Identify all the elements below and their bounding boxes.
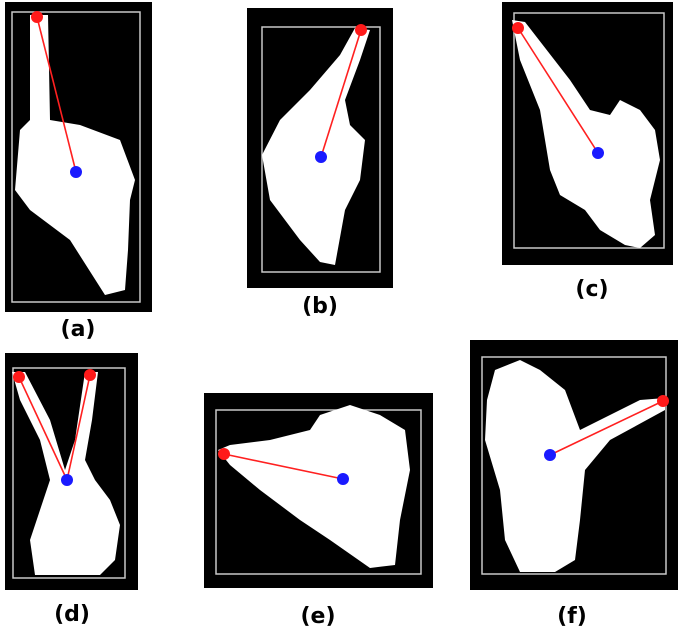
palm-center	[315, 151, 327, 163]
palm-center	[70, 166, 82, 178]
fingertip	[13, 371, 25, 383]
panel-f	[470, 340, 678, 590]
panel-caption: (d)	[54, 602, 90, 627]
panel-a	[5, 2, 152, 312]
fingertip	[84, 369, 96, 381]
palm-center	[544, 449, 556, 461]
palm-center	[61, 474, 73, 486]
fingertip	[657, 395, 669, 407]
panel-caption: (c)	[575, 277, 608, 302]
panel-e	[204, 393, 433, 588]
fingertip	[218, 448, 230, 460]
panel-d	[5, 353, 138, 590]
panel-caption: (b)	[302, 294, 338, 319]
panel-b	[247, 8, 393, 288]
panel-c	[502, 2, 673, 265]
panel-caption: (e)	[300, 604, 335, 629]
panel-caption: (a)	[61, 317, 96, 342]
figure: (a) (b) (c) (d) (e) (f)	[0, 0, 680, 636]
fingertip	[355, 24, 367, 36]
palm-center	[592, 147, 604, 159]
fingertip	[31, 11, 43, 23]
fingertip	[512, 22, 524, 34]
palm-center	[337, 473, 349, 485]
panel-caption: (f)	[557, 604, 587, 629]
